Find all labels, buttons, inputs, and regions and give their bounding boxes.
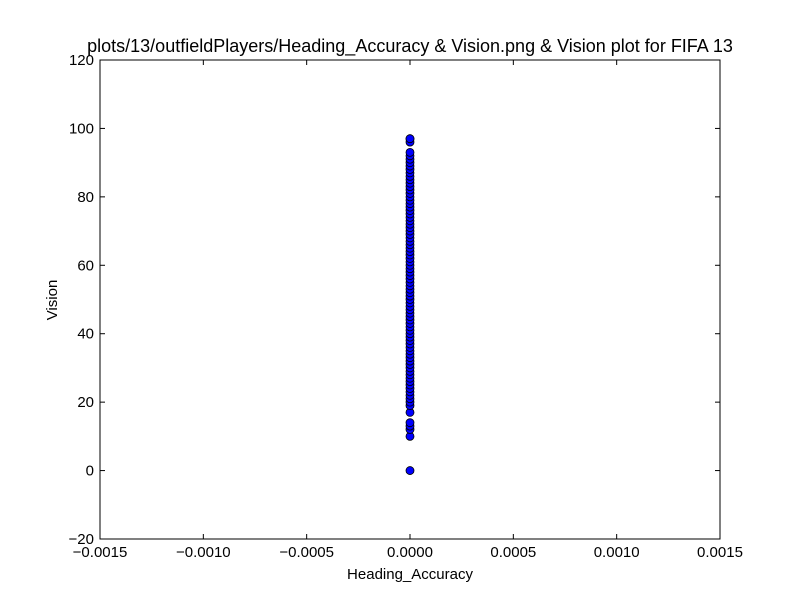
x-tick-label: 0.0010 [594,544,640,561]
y-tick-label: 0 [86,463,94,480]
y-tick-label: 40 [77,326,94,343]
x-tick-label: 0.0000 [387,544,433,561]
data-point [405,134,415,144]
x-tick-label: 0.0015 [697,544,743,561]
y-tick-label: 20 [77,394,94,411]
x-tick-label: 0.0005 [490,544,536,561]
y-tick-label: 120 [69,52,94,69]
y-axis-label: Vision [44,280,61,321]
data-point [405,418,415,428]
axis-ticks: −0.0015 −0.0010 −0.0005 0.0000 0.0005 0.0010 0… [69,52,743,561]
data-point [405,147,415,157]
x-axis-label: Heading_Accuracy [347,566,473,583]
y-tick-label: 100 [69,120,94,137]
chart-title: plots/13/outfieldPlayers/Heading_Accurac… [87,36,733,57]
y-tick-label: 60 [77,257,94,274]
y-tick-label: −20 [69,531,94,548]
y-tick-label: 80 [77,189,94,206]
data-point [405,466,415,475]
x-tick-label: −0.0010 [176,544,231,561]
plot-frame [99,59,721,540]
x-tick-label: −0.0015 [73,544,128,561]
x-tick-label: −0.0005 [279,544,334,561]
data-points [405,134,415,475]
